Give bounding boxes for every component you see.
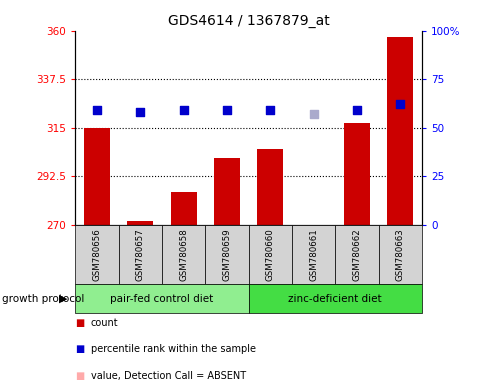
Point [266, 107, 273, 113]
Bar [75, 225, 118, 284]
Text: value, Detection Call = ABSENT: value, Detection Call = ABSENT [91, 371, 245, 381]
Bar [257, 149, 283, 225]
Text: GSM780658: GSM780658 [179, 228, 188, 281]
Bar [378, 225, 421, 284]
Point [223, 107, 230, 113]
Text: ■: ■ [75, 344, 84, 354]
Text: growth protocol: growth protocol [2, 293, 85, 304]
Bar [84, 127, 109, 225]
Text: GSM780657: GSM780657 [136, 228, 144, 281]
Text: GSM780662: GSM780662 [352, 228, 361, 281]
Bar [205, 225, 248, 284]
Point [179, 107, 187, 113]
Bar [118, 225, 162, 284]
Point [136, 109, 144, 115]
Text: GSM780659: GSM780659 [222, 228, 231, 281]
Text: percentile rank within the sample: percentile rank within the sample [91, 344, 255, 354]
Bar [291, 225, 334, 284]
Bar [343, 123, 369, 225]
Bar [248, 225, 291, 284]
Bar [213, 158, 240, 225]
Text: GSM780661: GSM780661 [308, 228, 318, 281]
Bar [248, 284, 421, 313]
Bar [334, 225, 378, 284]
Text: count: count [91, 318, 118, 328]
Point [93, 107, 101, 113]
Bar [162, 225, 205, 284]
Text: ■: ■ [75, 371, 84, 381]
Point [395, 101, 403, 108]
Text: ▶: ▶ [59, 293, 67, 304]
Title: GDS4614 / 1367879_at: GDS4614 / 1367879_at [167, 14, 329, 28]
Bar [75, 284, 248, 313]
Text: pair-fed control diet: pair-fed control diet [110, 293, 213, 304]
Text: GSM780663: GSM780663 [395, 228, 404, 281]
Bar [386, 37, 412, 225]
Text: GSM780656: GSM780656 [92, 228, 101, 281]
Text: ■: ■ [75, 318, 84, 328]
Bar [127, 222, 153, 225]
Text: GSM780660: GSM780660 [265, 228, 274, 281]
Bar [170, 192, 196, 225]
Point [352, 107, 360, 113]
Point [309, 111, 317, 117]
Text: zinc-deficient diet: zinc-deficient diet [288, 293, 381, 304]
